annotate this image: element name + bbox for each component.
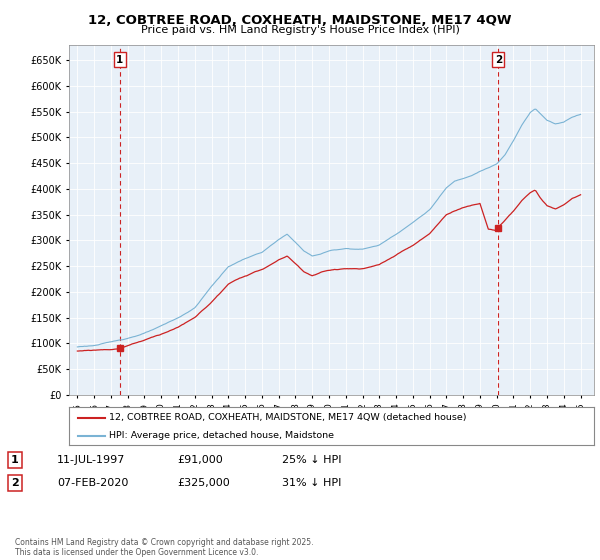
Text: £325,000: £325,000: [177, 478, 230, 488]
Text: 31% ↓ HPI: 31% ↓ HPI: [282, 478, 341, 488]
Text: 07-FEB-2020: 07-FEB-2020: [57, 478, 128, 488]
Text: 2: 2: [495, 54, 502, 64]
Text: £91,000: £91,000: [177, 455, 223, 465]
Text: Contains HM Land Registry data © Crown copyright and database right 2025.
This d: Contains HM Land Registry data © Crown c…: [15, 538, 314, 557]
Text: 25% ↓ HPI: 25% ↓ HPI: [282, 455, 341, 465]
Text: HPI: Average price, detached house, Maidstone: HPI: Average price, detached house, Maid…: [109, 431, 334, 440]
Text: 1: 1: [11, 455, 19, 465]
Text: 12, COBTREE ROAD, COXHEATH, MAIDSTONE, ME17 4QW: 12, COBTREE ROAD, COXHEATH, MAIDSTONE, M…: [88, 14, 512, 27]
Text: Price paid vs. HM Land Registry's House Price Index (HPI): Price paid vs. HM Land Registry's House …: [140, 25, 460, 35]
Text: 1: 1: [116, 54, 124, 64]
Text: 2: 2: [11, 478, 19, 488]
Text: 12, COBTREE ROAD, COXHEATH, MAIDSTONE, ME17 4QW (detached house): 12, COBTREE ROAD, COXHEATH, MAIDSTONE, M…: [109, 413, 467, 422]
Text: 11-JUL-1997: 11-JUL-1997: [57, 455, 125, 465]
